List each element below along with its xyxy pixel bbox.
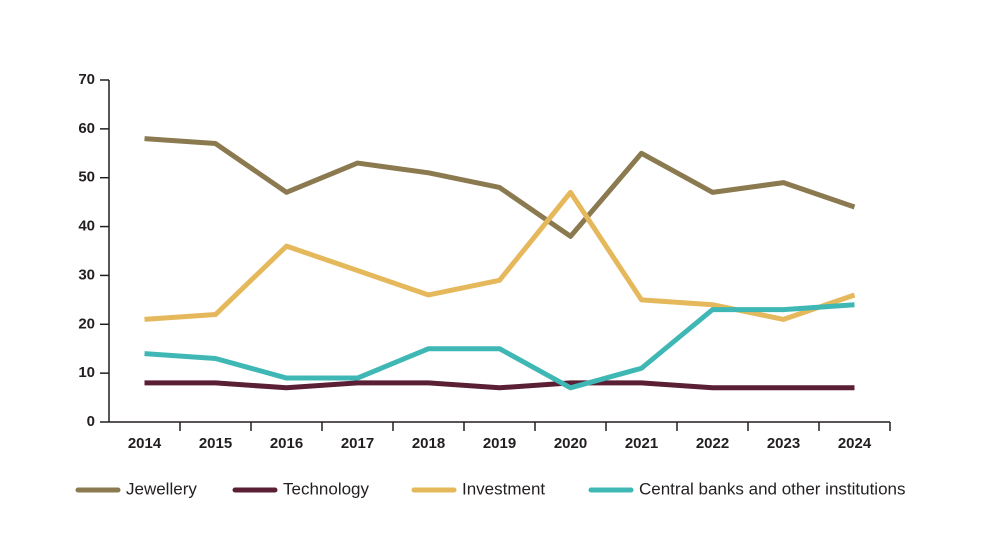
- legend-label: Central banks and other institutions: [639, 479, 906, 498]
- legend-label: Investment: [462, 479, 545, 498]
- y-tick-label: 10: [78, 364, 95, 381]
- x-tick-label: 2015: [199, 435, 232, 452]
- y-tick-label: 50: [78, 169, 95, 186]
- y-tick-label: 60: [78, 120, 95, 137]
- x-tick-label: 2024: [838, 435, 872, 452]
- series-line: [144, 302, 855, 391]
- y-tick-label: 30: [78, 266, 95, 283]
- y-tick-label: 40: [78, 218, 95, 235]
- x-tick-label: 2021: [625, 435, 658, 452]
- y-tick-label: 70: [78, 71, 95, 88]
- x-tick-label: 2014: [128, 435, 162, 452]
- legend-label: Jewellery: [126, 479, 197, 498]
- y-tick-label: 0: [87, 413, 95, 430]
- y-tick-label: 20: [78, 315, 95, 332]
- x-tick-label: 2023: [767, 435, 800, 452]
- x-tick-label: 2019: [483, 435, 516, 452]
- series-line: [144, 380, 855, 391]
- x-tick-label: 2016: [270, 435, 303, 452]
- x-tick-label: 2018: [412, 435, 445, 452]
- x-tick-label: 2022: [696, 435, 729, 452]
- series-line: [144, 136, 856, 239]
- x-tick-label: 2017: [341, 435, 374, 452]
- series-line: [144, 189, 856, 322]
- x-tick-label: 2020: [554, 435, 587, 452]
- legend-label: Technology: [283, 479, 370, 498]
